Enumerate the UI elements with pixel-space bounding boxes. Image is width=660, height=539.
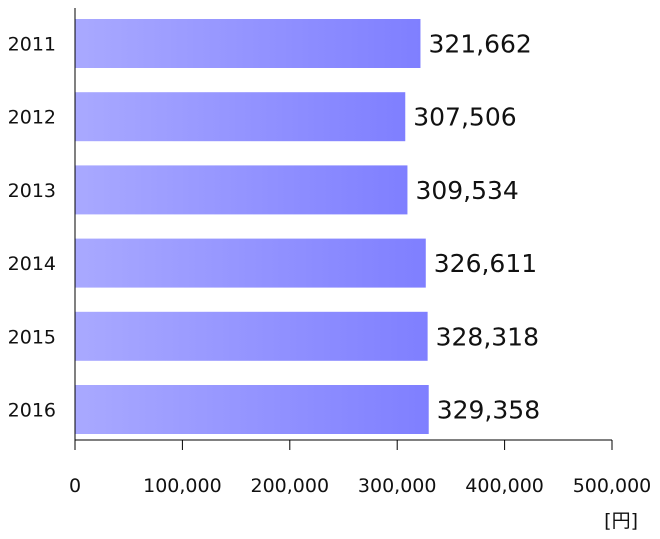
category-label-2012: 2012 [8,107,56,129]
x-tick-labels: 0 100,000 200,000 300,000 400,000 500,000 [69,475,651,497]
category-label-2011: 2011 [8,34,56,56]
value-label-2016: 329,358 [437,396,540,425]
bar-2016 [75,385,429,434]
value-labels: 321,662 307,506 309,534 326,611 328,318 329,3… [413,30,540,425]
value-label-2012: 307,506 [413,103,516,132]
x-tick-label-2: 200,000 [251,475,330,497]
axes [74,8,613,450]
bar-2015 [75,311,428,361]
category-labels: 2011 2012 2013 2014 2015 2016 [8,34,56,422]
x-tick-label-4: 400,000 [465,475,544,497]
unit-label: [円] [604,510,638,532]
bar-2012 [75,92,406,142]
bars-layer [75,19,429,434]
x-tick-label-5: 500,000 [573,475,652,497]
category-label-2016: 2016 [8,400,56,422]
value-label-2013: 309,534 [415,176,518,205]
bar-2014 [75,238,426,288]
value-label-2014: 326,611 [434,249,537,278]
x-tick-label-0: 0 [69,475,81,497]
x-tick-label-1: 100,000 [143,475,222,497]
category-label-2013: 2013 [8,180,56,202]
bar-2011 [75,19,421,68]
value-label-2015: 328,318 [436,322,539,351]
category-label-2015: 2015 [8,326,56,348]
value-label-2011: 321,662 [428,30,531,59]
category-label-2014: 2014 [8,253,56,275]
bar-2013 [75,165,408,215]
x-tick-label-3: 300,000 [358,475,437,497]
